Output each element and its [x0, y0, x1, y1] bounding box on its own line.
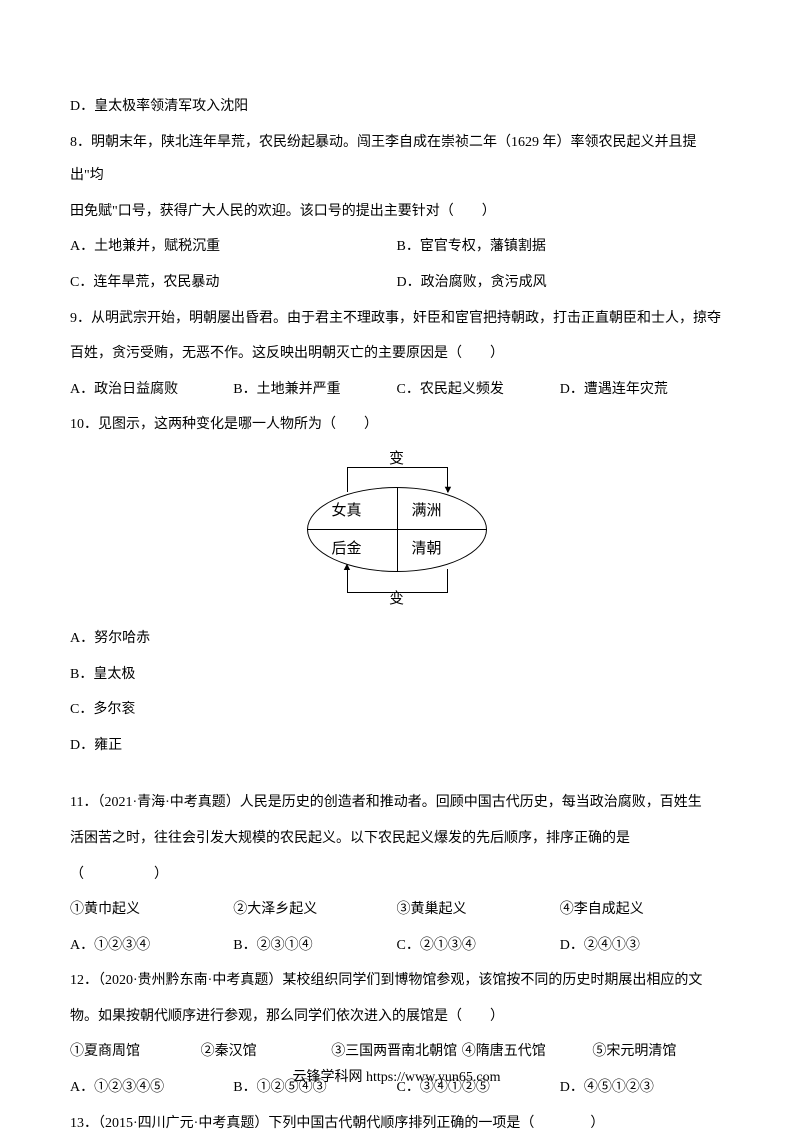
q8-options-row1: A．土地兼并，赋税沉重 B．宦官专权，藩镇割据: [70, 230, 723, 264]
q10-option-a: A．努尔哈赤: [70, 622, 723, 656]
page-footer: 云锋学科网 https://www.yun65.com: [0, 1070, 793, 1087]
diagram-cell-bottomright: 清朝: [412, 542, 442, 557]
q12-text-line2: 物。如果按朝代顺序进行参观，那么同学们依次进入的展馆是（ ）: [70, 1000, 723, 1034]
diagram-cell-topleft: 女真: [332, 504, 362, 519]
q10-diagram-container: 变 ▼ 女真 满洲 后金 清朝 ▲ 变: [70, 452, 723, 607]
q11-text-line1: 11．（2021·青海·中考真题）人民是历史的创造者和推动者。回顾中国古代历史，…: [70, 786, 723, 820]
q12-item-3: ③三国两晋南北朝馆: [331, 1035, 462, 1069]
q11-item-3: ③黄巢起义: [397, 893, 560, 927]
q12-item-5: ⑤宋元明清馆: [592, 1035, 723, 1069]
diagram-bottom-right-line: [447, 569, 449, 593]
diagram-cell-bottomleft: 后金: [332, 542, 362, 557]
spacer: [70, 764, 723, 786]
q12-item-1: ①夏商周馆: [70, 1035, 201, 1069]
q10-option-d: D．雍正: [70, 729, 723, 763]
q8-text-line1: 8．明朝末年，陕北连年旱荒，农民纷起暴动。闯王李自成在崇祯二年（1629 年）率…: [70, 126, 723, 193]
q9-text-line1: 9．从明武宗开始，明朝屡出昏君。由于君主不理政事，奸臣和宦官把持朝政，打击正直朝…: [70, 302, 723, 336]
q8-option-b: B．宦官专权，藩镇割据: [397, 230, 724, 264]
q10-option-b: B．皇太极: [70, 658, 723, 692]
q11-options-row: A．①②③④ B．②③①④ C．②①③④ D．②④①③: [70, 929, 723, 963]
q11-item-4: ④李自成起义: [560, 893, 723, 927]
q8-option-c: C．连年旱荒，农民暴动: [70, 266, 397, 300]
diagram-cell-topright: 满洲: [412, 504, 442, 519]
diagram-top-border: [347, 467, 447, 468]
q7-option-d: D．皇太极率领清军攻入沈阳: [70, 90, 723, 124]
q11-text-line2: 活困苦之时，往往会引发大规模的农民起义。以下农民起义爆发的先后顺序，排序正确的是: [70, 822, 723, 856]
q9-option-d: D．遭遇连年灾荒: [560, 373, 723, 407]
diagram-bottom-label: 变: [389, 592, 404, 607]
q11-item-1: ①黄巾起义: [70, 893, 233, 927]
q12-item-4: ④隋唐五代馆: [462, 1035, 593, 1069]
q9-option-b: B．土地兼并严重: [233, 373, 396, 407]
q11-item-2: ②大泽乡起义: [233, 893, 396, 927]
q9-option-c: C．农民起义频发: [397, 373, 560, 407]
q12-items-row: ①夏商周馆 ②秦汉馆 ③三国两晋南北朝馆 ④隋唐五代馆 ⑤宋元明清馆: [70, 1035, 723, 1069]
diagram-top-label: 变: [389, 452, 404, 467]
q9-text-line2: 百姓，贪污受贿，无恶不作。这反映出明朝灭亡的主要原因是（ ）: [70, 337, 723, 371]
q10-option-c: C．多尔衮: [70, 693, 723, 727]
q10-diagram: 变 ▼ 女真 满洲 后金 清朝 ▲ 变: [297, 452, 497, 607]
q11-option-d: D．②④①③: [560, 929, 723, 963]
q11-option-b: B．②③①④: [233, 929, 396, 963]
q11-items-row: ①黄巾起义 ②大泽乡起义 ③黄巢起义 ④李自成起义: [70, 893, 723, 927]
diagram-bottom-left-line: [347, 569, 349, 593]
q10-text: 10．见图示，这两种变化是哪一人物所为（ ）: [70, 408, 723, 442]
q8-text-line2: 田免赋"口号，获得广大人民的欢迎。该口号的提出主要针对（ ）: [70, 195, 723, 229]
q9-options-row: A．政治日益腐败 B．土地兼并严重 C．农民起义频发 D．遭遇连年灾荒: [70, 373, 723, 407]
q11-option-c: C．②①③④: [397, 929, 560, 963]
q12-item-2: ②秦汉馆: [201, 1035, 332, 1069]
q8-option-d: D．政治腐败，贪污成风: [397, 266, 724, 300]
q11-option-a: A．①②③④: [70, 929, 233, 963]
q12-text-line1: 12．（2020·贵州黔东南·中考真题）某校组织同学们到博物馆参观，该馆按不同的…: [70, 964, 723, 998]
diagram-top-left-line: [347, 467, 349, 492]
diagram-vertical-line: [397, 487, 399, 572]
q8-option-a: A．土地兼并，赋税沉重: [70, 230, 397, 264]
q13-text: 13．（2015·四川广元·中考真题）下列中国古代朝代顺序排列正确的一项是（ ）: [70, 1107, 723, 1140]
q9-option-a: A．政治日益腐败: [70, 373, 233, 407]
q8-options-row2: C．连年旱荒，农民暴动 D．政治腐败，贪污成风: [70, 266, 723, 300]
q11-text-line3: （ ）: [70, 858, 723, 892]
